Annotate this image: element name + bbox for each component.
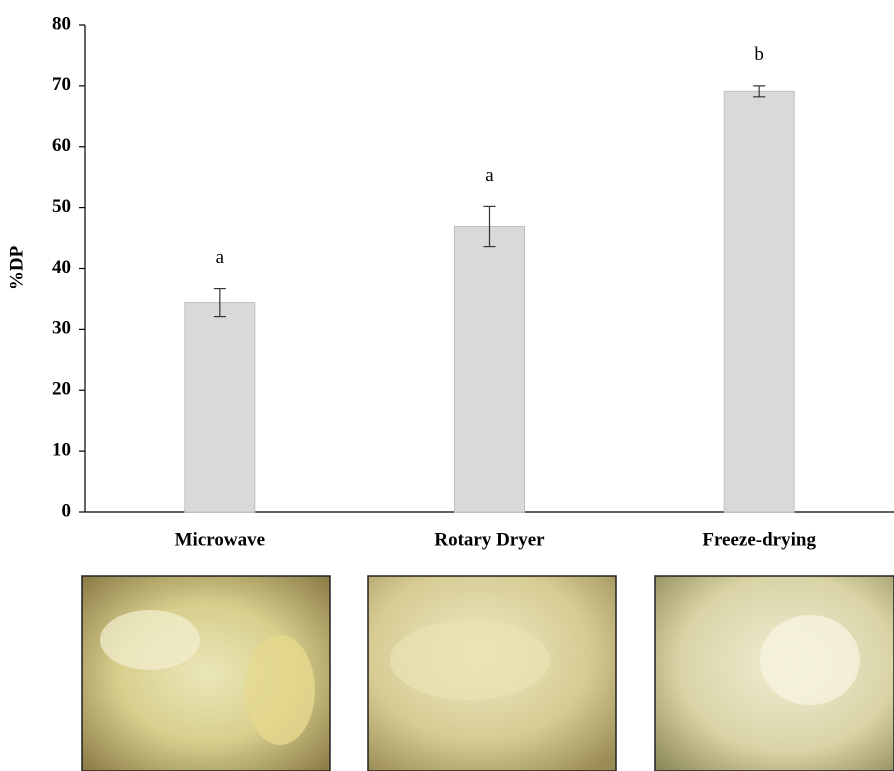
photo-detail	[390, 620, 550, 700]
bar	[185, 303, 255, 512]
y-tick-label: 40	[52, 257, 71, 278]
y-tick-label: 60	[52, 135, 71, 156]
photo-detail	[760, 615, 860, 705]
y-tick-label: 20	[52, 379, 71, 400]
y-tick-label: 0	[62, 500, 72, 521]
y-tick-label: 70	[52, 74, 71, 95]
y-tick-label: 80	[52, 13, 71, 34]
x-tick-label: Microwave	[175, 529, 265, 550]
photos	[82, 576, 894, 771]
y-tick-label: 30	[52, 318, 71, 339]
y-axis-label: %DP	[6, 245, 27, 290]
photo-detail	[245, 635, 315, 745]
x-tick-label: Freeze-drying	[702, 529, 816, 550]
significance-letter: a	[485, 165, 494, 186]
x-tick-label: Rotary Dryer	[434, 529, 545, 550]
y-tick-label: 10	[52, 439, 71, 460]
chart: %DP 0 10 20 30 40 50 60 70 80 Microwave a Rotary Dr…	[0, 0, 894, 771]
y-tick-label: 50	[52, 196, 71, 217]
bar	[724, 91, 794, 512]
significance-letter: b	[754, 44, 764, 65]
photo-detail	[100, 610, 200, 670]
significance-letter: a	[216, 247, 225, 268]
bar	[455, 226, 525, 512]
